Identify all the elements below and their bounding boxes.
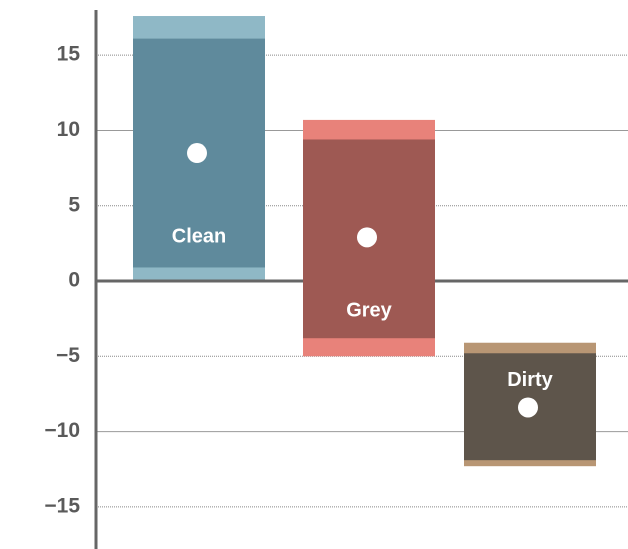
y-tick-label: 0 <box>68 269 80 292</box>
mean-dot <box>357 227 377 248</box>
y-tick-label: −10 <box>44 419 80 442</box>
mean-dot <box>187 143 207 164</box>
y-tick-label: −5 <box>56 344 80 367</box>
category-label: Clean <box>172 225 226 247</box>
category-label: Grey <box>346 300 392 322</box>
y-tick-label: 15 <box>57 43 81 66</box>
y-tick-label: 5 <box>68 193 80 216</box>
y-tick-label: −15 <box>44 494 80 517</box>
category-label: Dirty <box>507 369 553 391</box>
mean-dot <box>518 397 538 418</box>
y-tick-label: 10 <box>57 118 80 141</box>
